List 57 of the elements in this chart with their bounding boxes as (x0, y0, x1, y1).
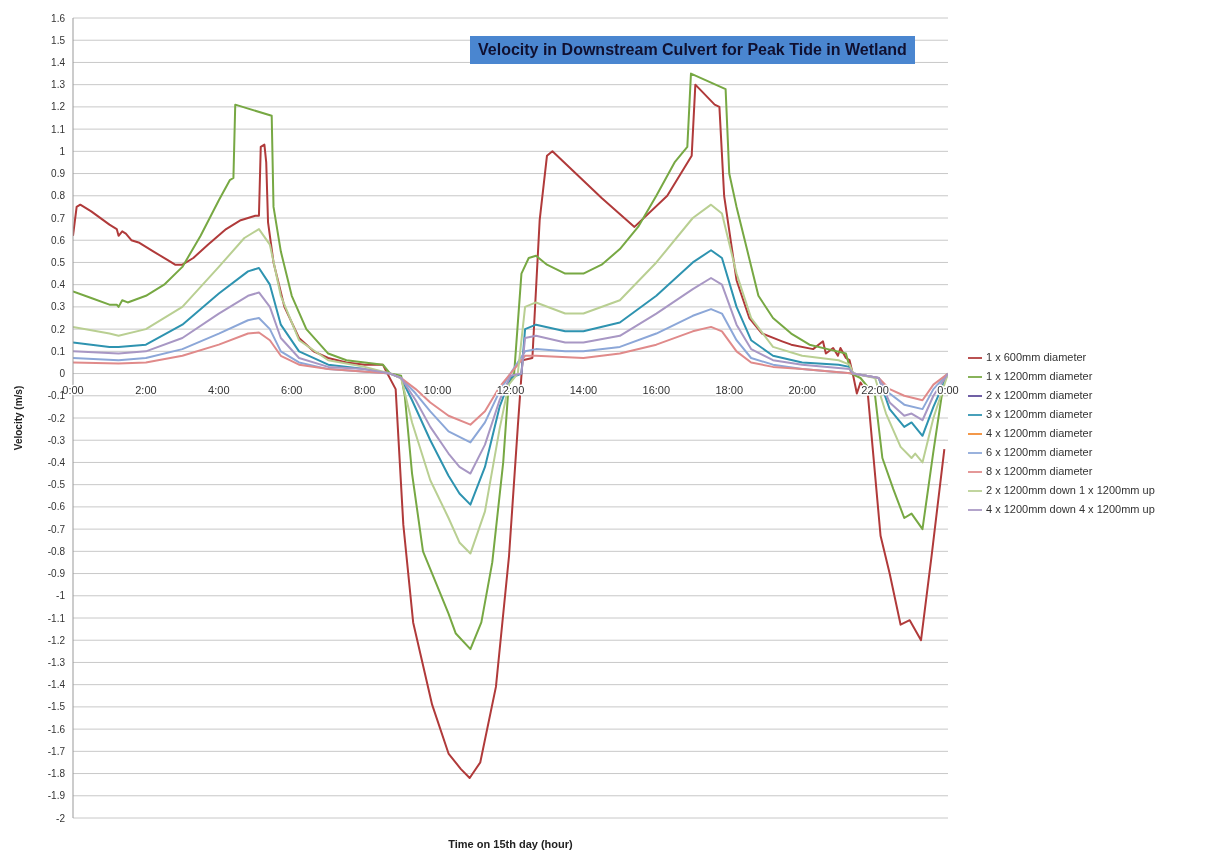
y-tick-label: -1.8 (47, 768, 66, 780)
y-tick-label: -1.1 (47, 612, 66, 624)
y-tick-label: -2 (56, 812, 66, 824)
y-tick-label: 0.4 (51, 279, 66, 291)
y-tick-label: -0.9 (47, 568, 66, 580)
y-tick-label: 0.3 (51, 301, 66, 313)
y-tick-label: -1.4 (47, 679, 66, 691)
y-tick-label: 0.1 (51, 345, 66, 357)
y-tick-label: -1.6 (47, 723, 66, 735)
x-tick-label: 10:00 (423, 383, 452, 396)
legend-label: 1 x 1200mm diameter (986, 369, 1093, 382)
legend-label: 4 x 1200mm down 4 x 1200mm up (986, 502, 1155, 515)
legend-label: 1 x 600mm diameter (986, 350, 1087, 363)
y-tick-label: -0.2 (47, 412, 66, 424)
y-tick-label: 0 (59, 368, 66, 380)
x-tick-label: 18:00 (715, 383, 744, 396)
y-tick-label: 0.9 (51, 168, 66, 180)
y-tick-label: 1.6 (51, 12, 66, 24)
y-tick-label: 0.6 (51, 234, 66, 246)
y-tick-label: -1.3 (47, 656, 66, 668)
y-tick-label: -0.6 (47, 501, 66, 513)
y-tick-label: -1.5 (47, 701, 66, 713)
y-tick-label: -0.8 (47, 545, 66, 557)
x-tick-label: 20:00 (788, 383, 816, 396)
x-tick-label: 8:00 (353, 383, 376, 396)
legend-label: 2 x 1200mm diameter (986, 388, 1093, 401)
y-tick-label: 1.3 (51, 79, 66, 91)
legend-label: 8 x 1200mm diameter (986, 464, 1093, 477)
legend-label: 3 x 1200mm diameter (986, 407, 1093, 420)
y-tick-label: -1.2 (47, 634, 66, 646)
y-tick-label: -1 (56, 590, 66, 602)
text: Velocity in Downstream Culvert for Peak Tide in Wetland (470, 36, 915, 64)
x-tick-label: 14:00 (569, 383, 598, 396)
y-tick-label: -0.5 (47, 479, 66, 491)
y-tick-label: -0.7 (47, 523, 66, 535)
x-tick-label: 2:00 (135, 383, 157, 396)
y-tick-label: -1.7 (47, 745, 66, 757)
x-tick-label: 6:00 (281, 383, 303, 396)
y-tick-label: 1.2 (51, 101, 66, 113)
y-tick-label: 0.5 (51, 256, 66, 268)
y-tick-label: -1.9 (47, 790, 66, 802)
x-tick-label: 4:00 (208, 383, 230, 396)
y-tick-label: 0.2 (51, 323, 66, 335)
x-axis-title: Time on 15th day (hour) (448, 838, 574, 850)
x-tick-label: 16:00 (642, 383, 671, 396)
y-tick-label: 0.8 (51, 190, 66, 202)
y-tick-label: 1.5 (51, 34, 66, 46)
legend-label: 2 x 1200mm down 1 x 1200mm up (986, 483, 1155, 496)
y-tick-label: 0.7 (51, 212, 66, 224)
y-tick-label: -0.4 (47, 456, 66, 468)
legend-label: 6 x 1200mm diameter (986, 445, 1093, 458)
y-tick-label: -0.3 (47, 434, 66, 446)
y-tick-label: 1 (59, 145, 66, 157)
legend-label: 4 x 1200mm diameter (986, 426, 1093, 439)
y-axis-title: Velocity (m/s) (12, 385, 24, 451)
y-tick-label: 1.4 (51, 56, 66, 68)
y-tick-label: 1.1 (51, 123, 66, 135)
